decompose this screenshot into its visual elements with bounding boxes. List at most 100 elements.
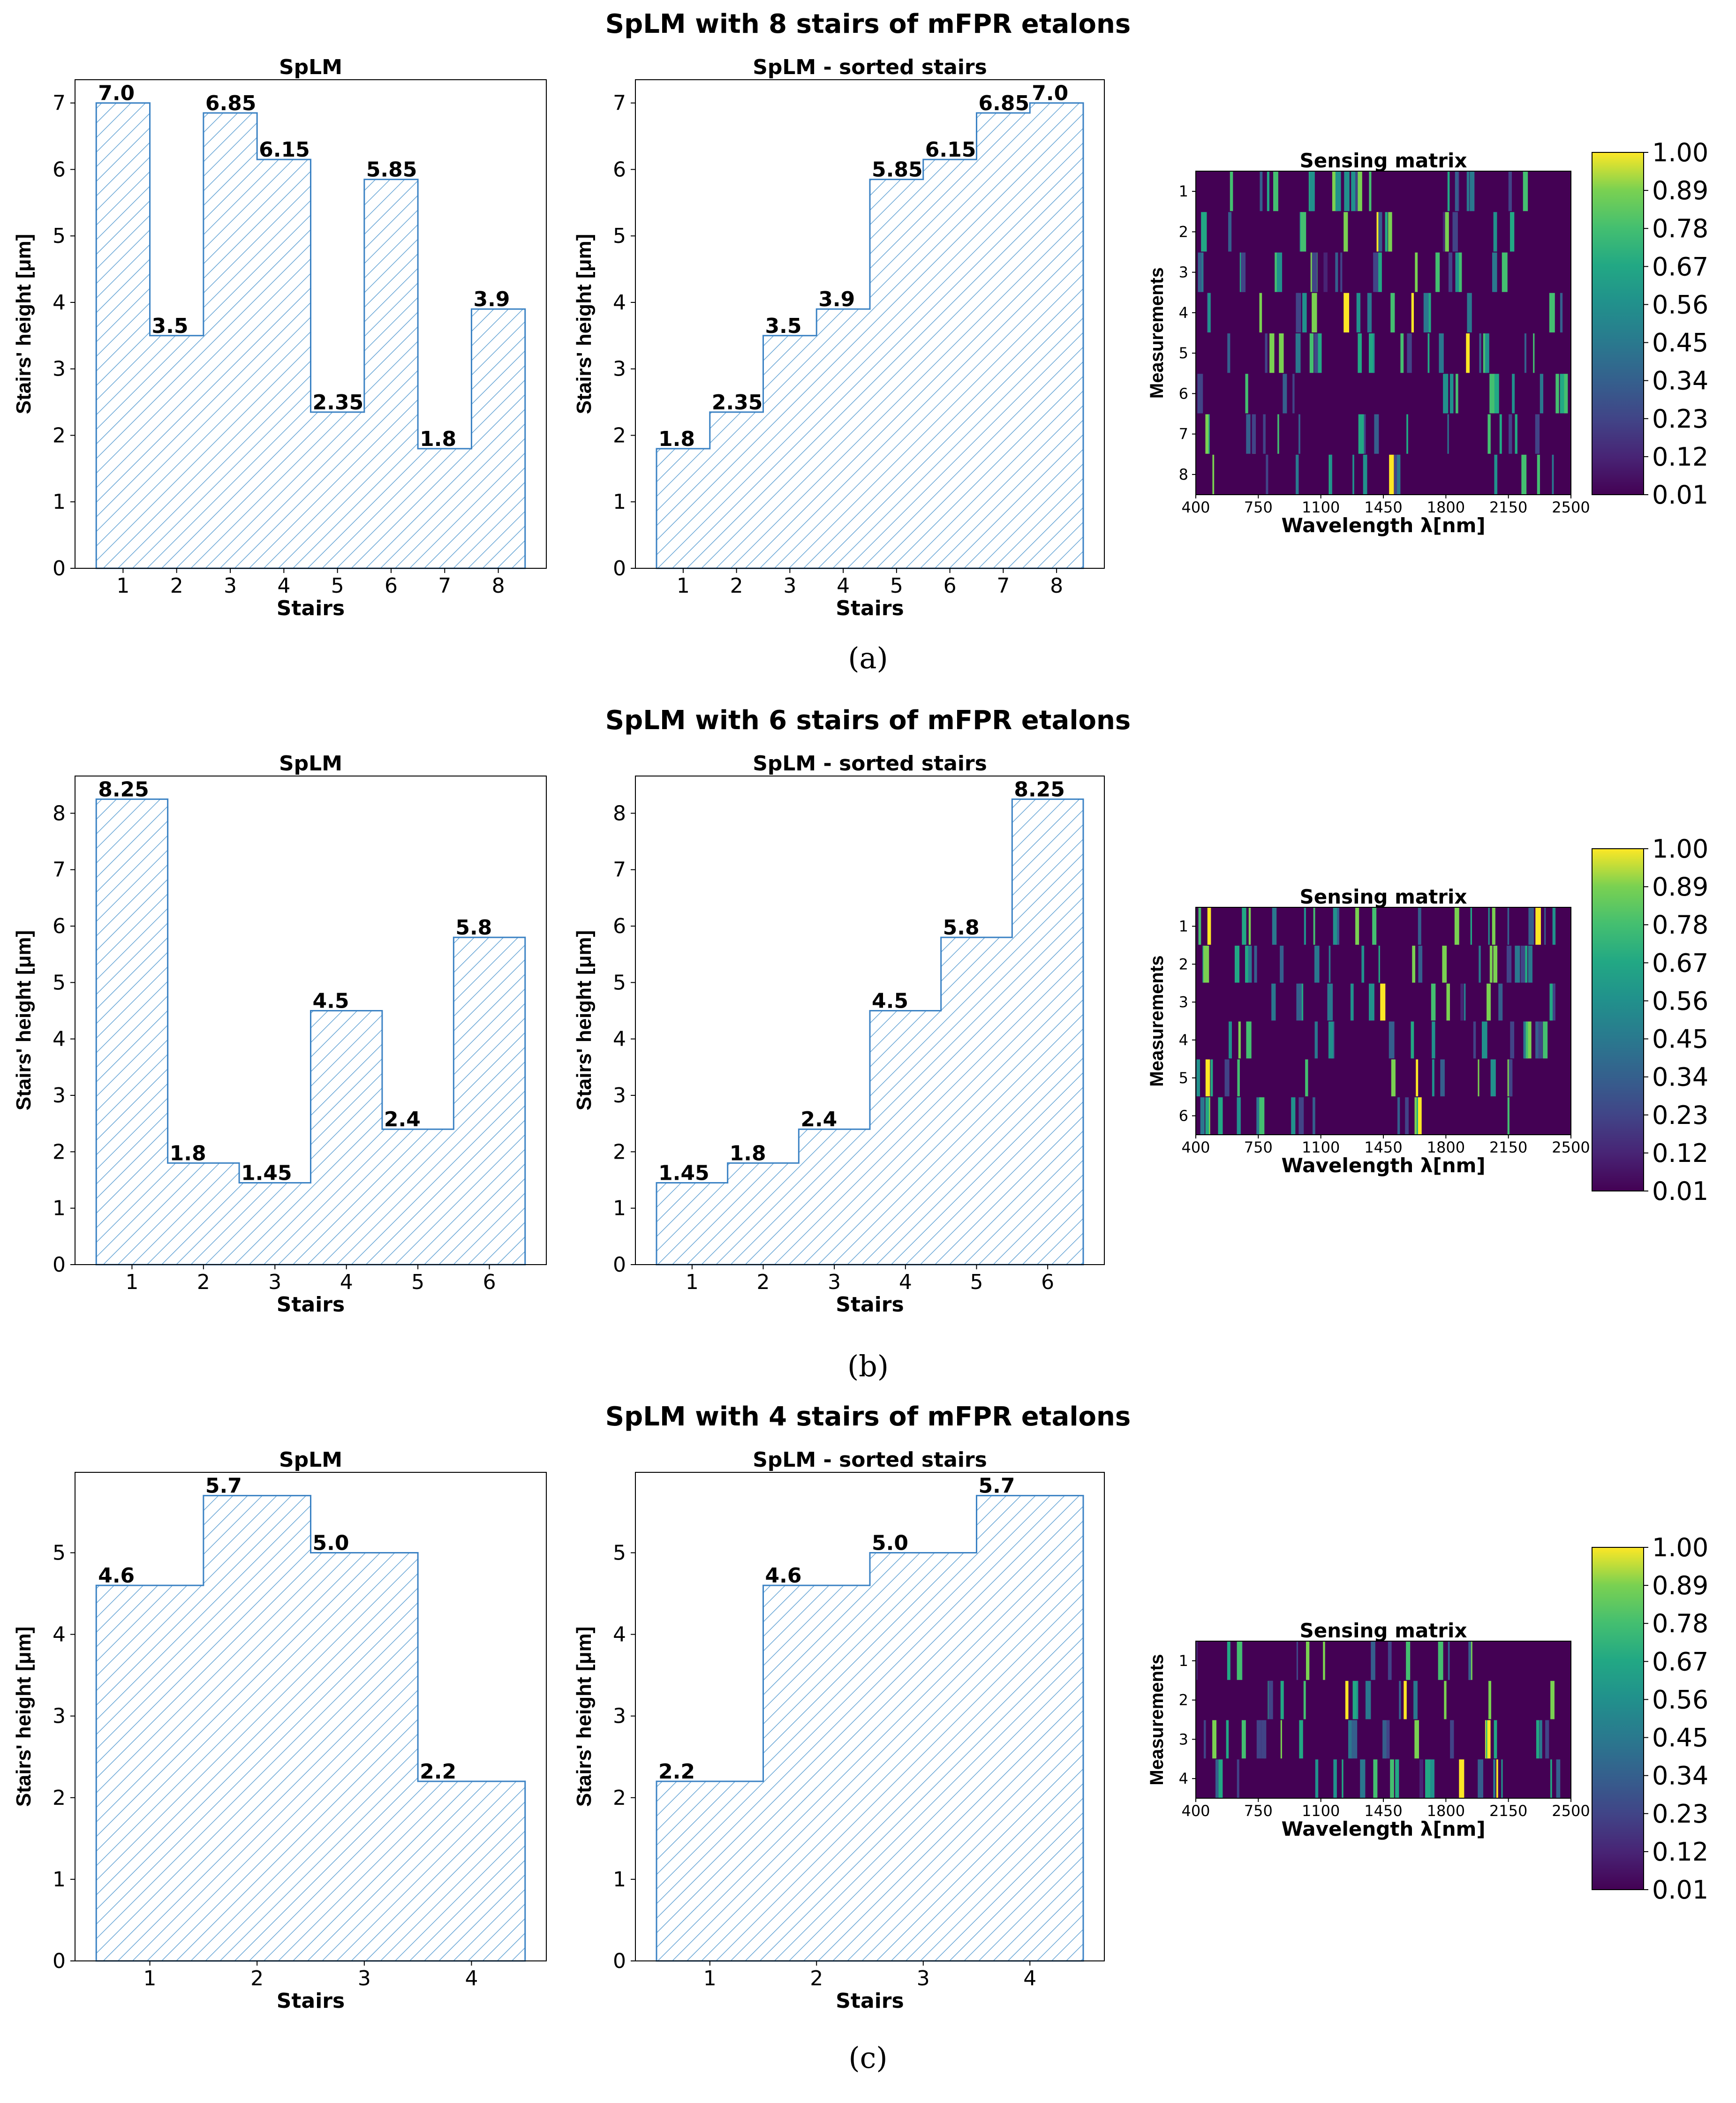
heatmap-streak [1486,1720,1487,1759]
heatmap-streak [1455,252,1460,292]
heatmap-streak [1418,945,1423,983]
heatmap-streak [1446,983,1450,1021]
heatmap-row-6 [1197,374,1568,414]
heatmap-streak [1314,1021,1318,1059]
heatmap-y-tick-label: 5 [1179,344,1188,362]
y-tick-label: 8 [613,801,626,825]
heatmap-streak [1459,1759,1464,1798]
heatmap-streak [1508,172,1512,211]
heatmap-streak [1555,374,1559,414]
x-tick-label: 2 [250,1967,264,1990]
heatmap-streak [1389,454,1394,494]
heatmap-x-tick-label: 1800 [1427,1802,1465,1820]
plot-frame [635,1472,1105,1961]
heatmap-row-1 [1198,908,1556,945]
y-tick-label: 0 [613,1949,626,1973]
x-axis-label: Stairs [277,1989,345,2013]
y-tick-label: 0 [613,1253,626,1277]
heatmap-streak [1345,1681,1349,1719]
heatmap-streak [1394,454,1398,494]
heatmap-streak [1228,212,1232,252]
x-tick-label: 3 [783,574,796,598]
heatmap-streak [1357,172,1362,211]
heatmap-streak [1367,293,1372,332]
data-label: 2.35 [313,391,364,415]
colorbar-tick-label: 0.78 [1652,910,1708,940]
y-tick-label: 4 [613,1623,626,1647]
data-label: 2.4 [800,1108,837,1131]
heatmap-streak [1263,1720,1267,1759]
heatmap-streak [1524,1021,1528,1059]
heatmap-streak [1238,1021,1241,1059]
heatmap-streak [1246,945,1252,983]
chart-title: SpLM - sorted stairs [753,752,987,776]
chart-title: SpLM [279,1448,342,1472]
heatmap-streak [1535,908,1541,945]
plot-frame [635,79,1105,569]
heatmap-streak [1333,1759,1337,1798]
heatmap-streak [1296,1642,1298,1680]
y-tick-label: 3 [53,1084,66,1108]
heatmap-streak [1556,1759,1561,1798]
y-tick-label: 6 [53,914,66,938]
x-tick-label: 2 [730,574,743,598]
y-tick-label: 4 [53,291,66,315]
heatmap-streak [1449,374,1454,414]
heatmap-streak [1203,1720,1206,1759]
heatmap-y-tick-label: 4 [1179,1770,1188,1787]
heatmap-streak [1218,1097,1223,1134]
heatmap-streak [1388,212,1392,252]
heatmap-streak [1350,983,1354,1021]
heatmap-streak [1245,374,1248,414]
data-label: 5.7 [205,1474,242,1498]
data-label: 4.6 [98,1564,135,1588]
x-tick-label: 5 [970,1270,983,1294]
heatmap-streak [1378,945,1380,983]
heatmap-x-tick-label: 2150 [1489,1802,1527,1820]
heatmap-streak [1440,1059,1445,1097]
heatmap-streak [1507,1097,1510,1134]
heatmap-streak [1543,1021,1548,1059]
heatmap-streak [1489,374,1494,414]
heatmap-y-tick-label: 2 [1179,955,1188,973]
heatmap-streak [1506,945,1512,983]
heatmap-streak [1478,1759,1483,1798]
colorbar-tick-label: 0.67 [1652,1647,1708,1676]
heatmap-row-3 [1198,252,1508,292]
heatmap-row-5 [1196,1059,1513,1097]
y-tick-label: 0 [53,557,66,580]
heatmap-streak [1488,908,1490,945]
heatmap-streak [1399,1681,1401,1719]
heatmap-streak [1372,908,1377,945]
heatmap-streak [1459,252,1462,292]
heatmap-streak [1488,1681,1491,1719]
colorbar-gradient [1592,1547,1644,1890]
data-label: 3.5 [152,314,189,338]
heatmap-streak [1208,1097,1210,1134]
heatmap-streak [1438,1642,1443,1680]
heatmap-streak [1549,293,1555,332]
y-tick-label: 7 [613,858,626,882]
x-tick-label: 6 [385,574,398,598]
data-label: 2.4 [384,1108,421,1131]
heatmap-chart: Sensing matrix 1 2 3 4 5 6 7 8 400 750 1100 1450 1800… [1147,138,1708,537]
x-tick-label: 5 [331,574,344,598]
x-tick-label: 1 [125,1270,138,1294]
heatmap-streak [1384,1720,1390,1759]
heatmap-row-2 [1268,1681,1555,1719]
heatmap-x-tick-label: 2500 [1552,498,1590,516]
heatmap-streak [1254,945,1257,983]
y-tick-label: 1 [53,1868,66,1892]
heatmap-streak [1314,333,1318,373]
heatmap-streak [1466,333,1470,373]
y-tick-label: 2 [613,1140,626,1164]
heatmap-streak [1489,945,1493,983]
heatmap-streak [1336,908,1339,945]
heatmap-streak [1376,212,1379,252]
y-axis-label: Stairs' height [μm] [573,930,596,1111]
heatmap-streak [1365,1681,1371,1719]
heatmap-streak [1229,1021,1232,1059]
heatmap-streak [1479,333,1481,373]
heatmap-streak [1418,1097,1422,1134]
